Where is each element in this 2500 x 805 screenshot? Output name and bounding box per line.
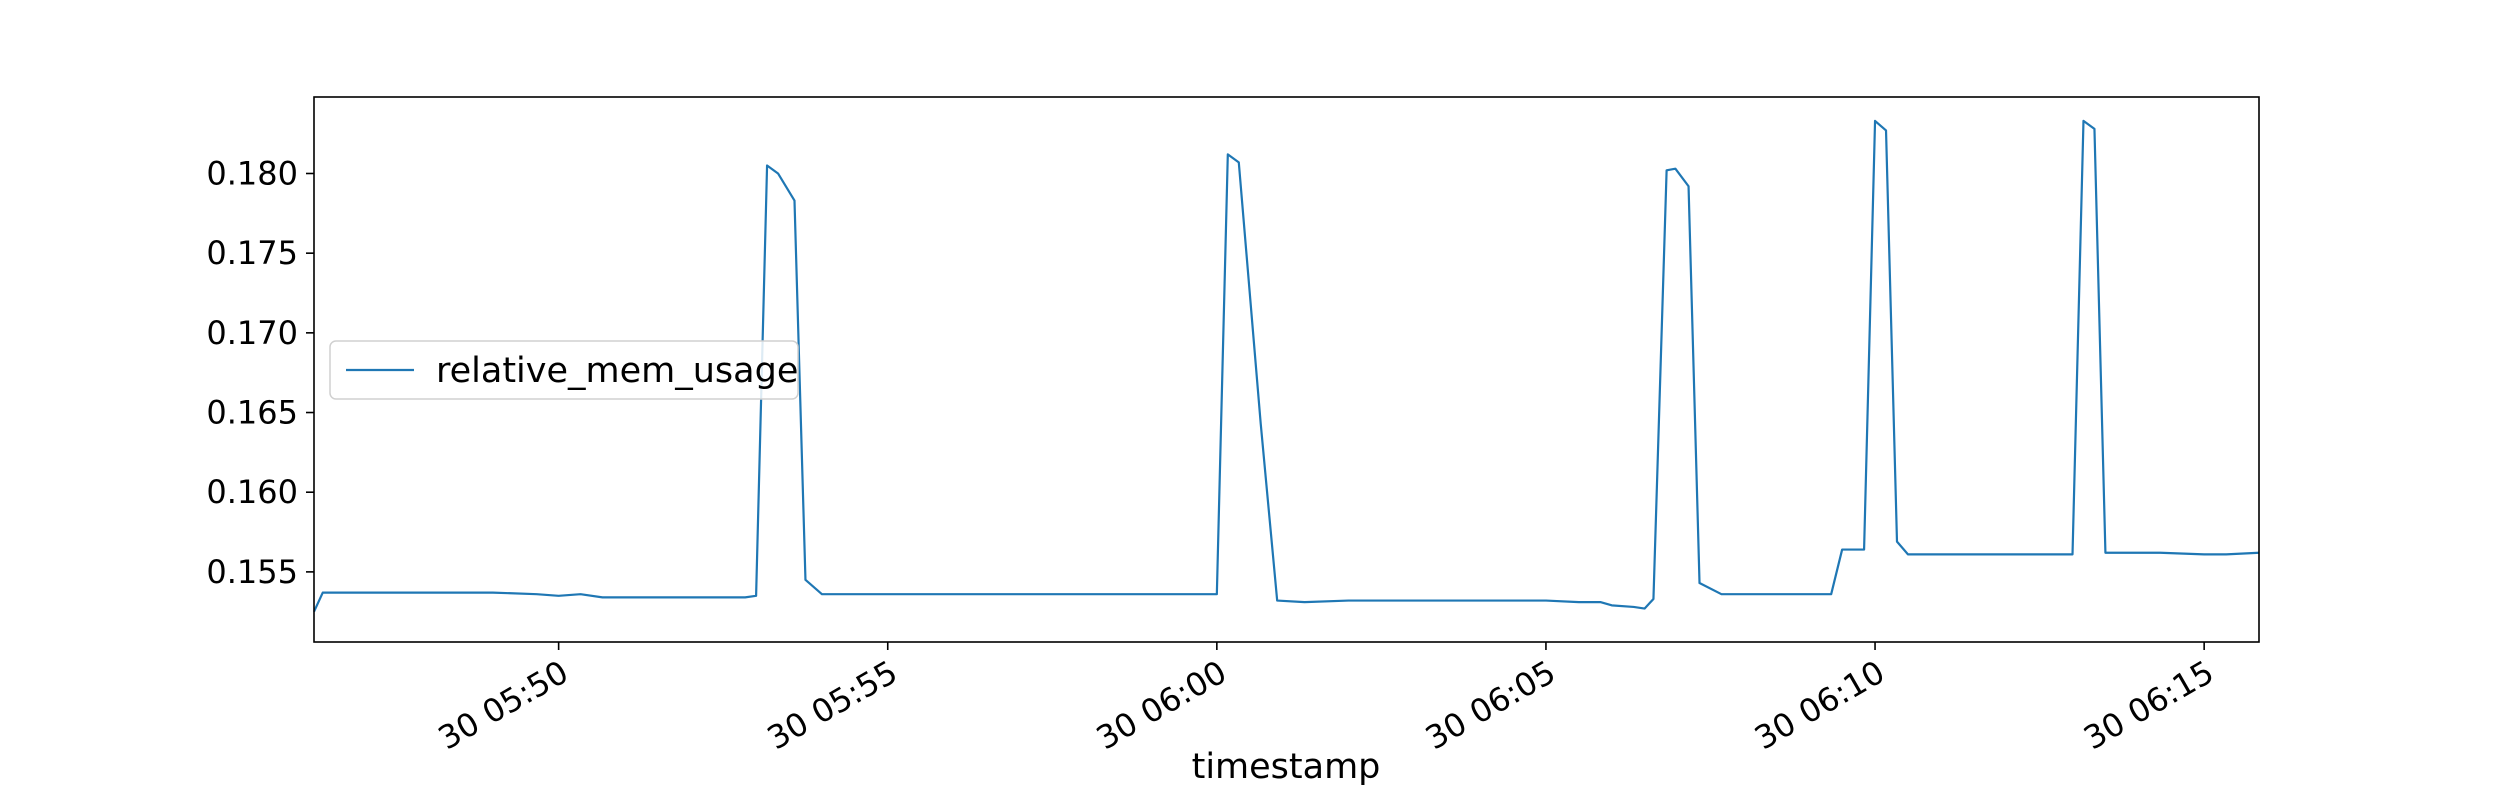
y-tick-label: 0.165 bbox=[206, 394, 298, 432]
y-tick-label: 0.180 bbox=[206, 154, 298, 192]
series-line-0 bbox=[313, 119, 2260, 613]
y-tick-label: 0.160 bbox=[206, 473, 298, 511]
y-axis: 0.155 0.160 0.165 0.170 0.175 0.180 bbox=[206, 154, 314, 591]
legend-box bbox=[329, 340, 799, 400]
plot-area bbox=[313, 96, 2260, 643]
x-axis: 30 05:50 30 05:55 30 06:00 30 06:05 30 06:10… bbox=[432, 642, 2220, 757]
axes-frame bbox=[313, 96, 2260, 643]
x-tick-label: 30 06:10 bbox=[1748, 653, 1891, 757]
y-tick-label: 0.170 bbox=[206, 314, 298, 352]
y-tick-label: 0.155 bbox=[206, 553, 298, 591]
legend: relative_mem_usage bbox=[329, 340, 799, 400]
x-tick-label: 30 06:15 bbox=[2077, 653, 2220, 757]
x-tick-label: 30 05:55 bbox=[761, 653, 904, 757]
x-tick-label: 30 06:05 bbox=[1419, 653, 1562, 757]
x-tick-label: 30 06:00 bbox=[1090, 653, 1233, 757]
y-tick-label: 0.175 bbox=[206, 234, 298, 272]
x-tick-label: 30 05:50 bbox=[432, 653, 575, 757]
x-axis-label: timestamp bbox=[1192, 747, 1381, 787]
legend-entry-label: relative_mem_usage bbox=[436, 351, 798, 391]
